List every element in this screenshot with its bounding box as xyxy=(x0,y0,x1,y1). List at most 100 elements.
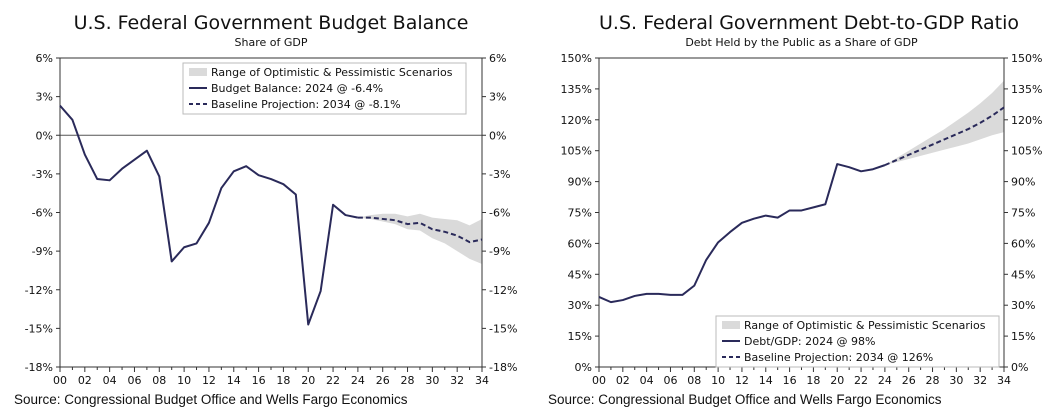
budget-xtick-label: 28 xyxy=(401,374,415,387)
debt-ytick-right-label: 120% xyxy=(1011,114,1042,127)
budget-balance-chart: 6% 6% 3% 3% 0% 0% -3% -3% -6% -6% -9% -9% -12% -12% -1… xyxy=(25,52,518,387)
debt-xtick-label: 26 xyxy=(902,374,916,387)
debt-xtick-label: 18 xyxy=(806,374,820,387)
debt-ytick-right-label: 45% xyxy=(1011,268,1035,281)
budget-ytick-left-label: -6% xyxy=(32,207,53,220)
budget-xtick-label: 14 xyxy=(227,374,241,387)
debt-ytick-right-label: 15% xyxy=(1011,330,1035,343)
right-chart-title: U.S. Federal Government Debt-to-GDP Rati… xyxy=(599,12,1020,34)
budget-ytick-right-label: -18% xyxy=(489,361,517,374)
left-chart-title: U.S. Federal Government Budget Balance xyxy=(73,12,469,34)
budget-ytick-right-label: 3% xyxy=(489,91,506,104)
budget-ytick-left-label: 6% xyxy=(36,52,53,65)
debt-legend-label: Range of Optimistic & Pessimistic Scenar… xyxy=(744,319,986,332)
left-source-note: Source: Congressional Budget Office and … xyxy=(14,392,408,407)
budget-ytick-right-label: 0% xyxy=(489,129,506,142)
budget-xtick-label: 20 xyxy=(301,374,315,387)
budget-legend-label: Range of Optimistic & Pessimistic Scenar… xyxy=(211,66,453,79)
debt-scenario-range-band xyxy=(884,80,1004,166)
debt-ytick-left-label: 0% xyxy=(575,361,592,374)
budget-ytick-left-label: -15% xyxy=(25,322,53,335)
budget-xtick-label: 26 xyxy=(376,374,390,387)
budget-scenario-range-band xyxy=(357,213,482,264)
budget-xtick-label: 08 xyxy=(152,374,166,387)
budget-xtick-label: 06 xyxy=(127,374,141,387)
budget-legend-label: Baseline Projection: 2034 @ -8.1% xyxy=(211,98,401,111)
budget-xtick-label: 32 xyxy=(450,374,464,387)
debt-xtick-label: 32 xyxy=(973,374,987,387)
debt-ytick-left-label: 150% xyxy=(561,52,592,65)
debt-xtick-label: 02 xyxy=(616,374,630,387)
debt-ytick-left-label: 105% xyxy=(561,145,592,158)
budget-xtick-label: 04 xyxy=(103,374,117,387)
right-source-note: Source: Congressional Budget Office and … xyxy=(548,392,942,407)
debt-xtick-label: 12 xyxy=(735,374,749,387)
debt-ytick-right-label: 75% xyxy=(1011,207,1035,220)
budget-ytick-right-label: -3% xyxy=(489,168,510,181)
debt-ytick-right-label: 90% xyxy=(1011,176,1035,189)
budget-baseline-projection-line xyxy=(357,216,483,244)
budget-ytick-left-label: -18% xyxy=(25,361,53,374)
budget-xtick-label: 34 xyxy=(475,374,489,387)
debt-ytick-left-label: 15% xyxy=(568,330,592,343)
debt-ytick-left-label: 45% xyxy=(568,268,592,281)
budget-ytick-left-label: -9% xyxy=(32,245,53,258)
debt-ytick-left-label: 90% xyxy=(568,176,592,189)
budget-ytick-left-label: -12% xyxy=(25,284,53,297)
debt-ytick-right-label: 150% xyxy=(1011,52,1042,65)
debt-ytick-left-label: 135% xyxy=(561,83,592,96)
debt-xtick-label: 06 xyxy=(663,374,677,387)
debt-xtick-label: 10 xyxy=(711,374,725,387)
budget-xtick-label: 02 xyxy=(78,374,92,387)
debt-xtick-label: 28 xyxy=(926,374,940,387)
budget-xtick-label: 30 xyxy=(425,374,439,387)
budget-ytick-left-label: 0% xyxy=(36,129,53,142)
debt-ytick-left-label: 30% xyxy=(568,299,592,312)
debt-ytick-right-label: 105% xyxy=(1011,145,1042,158)
debt-xtick-label: 14 xyxy=(759,374,773,387)
debt-xtick-label: 20 xyxy=(830,374,844,387)
debt-ytick-left-label: 75% xyxy=(568,207,592,220)
budget-ytick-left-label: -3% xyxy=(32,168,53,181)
debt-ytick-right-label: 0% xyxy=(1011,361,1028,374)
debt-xtick-label: 22 xyxy=(854,374,868,387)
debt-actual-line xyxy=(598,163,886,304)
budget-legend-label: Budget Balance: 2024 @ -6.4% xyxy=(211,82,383,95)
right-chart-subtitle: Debt Held by the Public as a Share of GD… xyxy=(685,36,918,49)
budget-ytick-right-label: -12% xyxy=(489,284,517,297)
budget-ytick-right-label: -15% xyxy=(489,322,517,335)
debt-xtick-label: 30 xyxy=(949,374,963,387)
debt-ytick-left-label: 120% xyxy=(561,114,592,127)
debt-legend-swatch-range xyxy=(722,321,740,329)
budget-xtick-label: 18 xyxy=(276,374,290,387)
budget-ytick-left-label: 3% xyxy=(36,91,53,104)
debt-xtick-label: 34 xyxy=(997,374,1011,387)
budget-ytick-right-label: -6% xyxy=(489,207,510,220)
debt-ytick-right-label: 30% xyxy=(1011,299,1035,312)
budget-xtick-label: 12 xyxy=(202,374,216,387)
debt-xtick-label: 24 xyxy=(878,374,892,387)
left-chart-subtitle: Share of GDP xyxy=(234,36,308,49)
debt-xtick-label: 00 xyxy=(592,374,606,387)
budget-actual-line xyxy=(59,104,359,326)
budget-xtick-label: 16 xyxy=(252,374,266,387)
budget-legend-swatch-range xyxy=(189,68,207,76)
budget-xtick-label: 10 xyxy=(177,374,191,387)
budget-ytick-right-label: -9% xyxy=(489,245,510,258)
budget-ytick-right-label: 6% xyxy=(489,52,506,65)
budget-legend-box xyxy=(182,62,467,115)
debt-ytick-right-label: 135% xyxy=(1011,83,1042,96)
debt-baseline-projection-line xyxy=(884,106,1005,167)
budget-xtick-label: 24 xyxy=(351,374,365,387)
debt-legend-label: Debt/GDP: 2024 @ 98% xyxy=(744,335,876,348)
debt-xtick-label: 16 xyxy=(783,374,797,387)
debt-legend-box xyxy=(715,315,1000,368)
budget-xtick-label: 00 xyxy=(53,374,67,387)
debt-ytick-left-label: 60% xyxy=(568,237,592,250)
budget-xtick-label: 22 xyxy=(326,374,340,387)
debt-xtick-label: 08 xyxy=(687,374,701,387)
debt-legend-label: Baseline Projection: 2034 @ 126% xyxy=(744,351,933,364)
debt-xtick-label: 04 xyxy=(640,374,654,387)
debt-ytick-right-label: 60% xyxy=(1011,237,1035,250)
